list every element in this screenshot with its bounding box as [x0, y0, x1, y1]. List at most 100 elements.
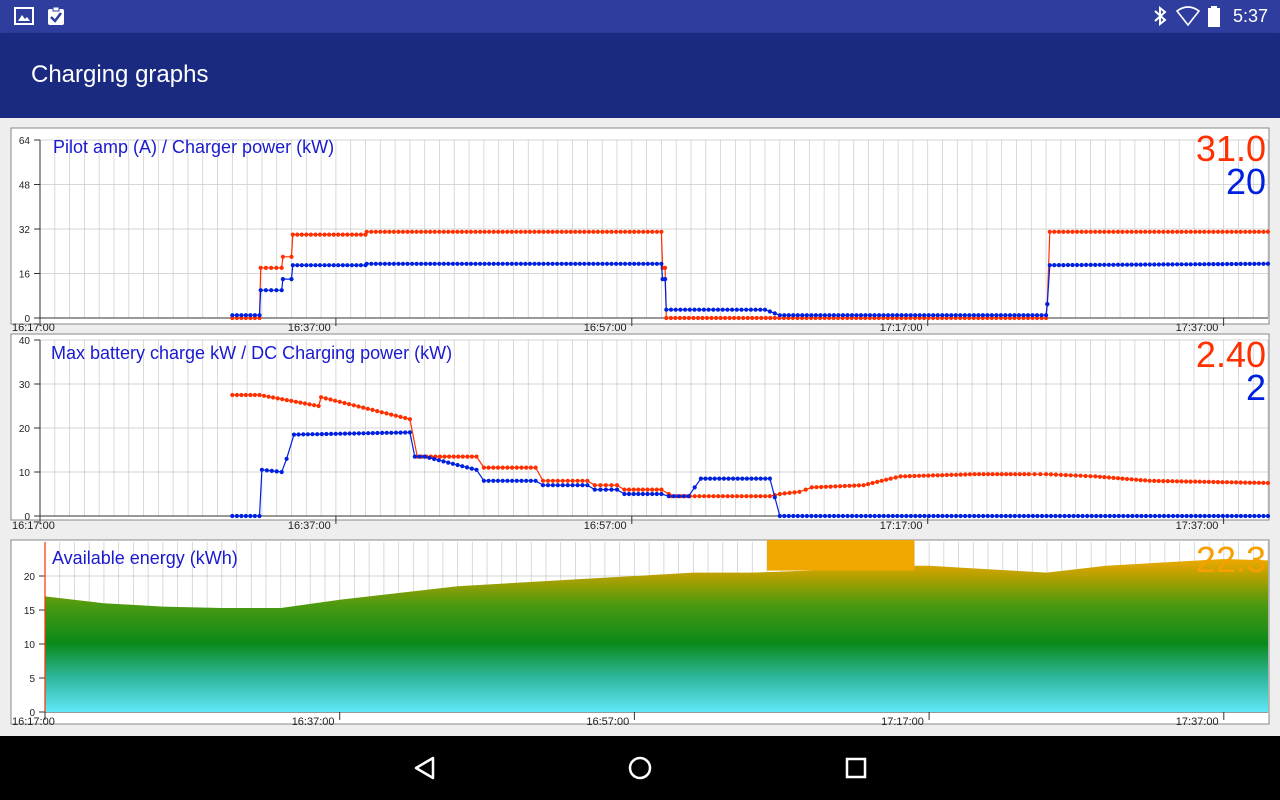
series-point-blue	[514, 261, 519, 266]
series-point-red	[645, 229, 650, 234]
series-point-blue	[845, 513, 850, 519]
series-point-blue	[877, 513, 882, 519]
series-point-red	[921, 473, 926, 478]
series-point-red	[782, 491, 787, 496]
home-button[interactable]	[624, 752, 656, 784]
series-point-blue	[1198, 513, 1203, 519]
series-point-blue	[446, 460, 451, 465]
series-point-red	[1174, 479, 1180, 484]
series-point-blue	[469, 466, 474, 471]
series-point-red	[749, 494, 754, 499]
series-point-blue	[252, 513, 257, 519]
series-point-red	[258, 265, 263, 270]
series-point-blue	[1121, 513, 1126, 519]
series-point-blue	[985, 513, 990, 519]
series-point-blue	[1065, 262, 1071, 268]
series-point-red	[1247, 229, 1252, 234]
series-point-red	[999, 472, 1004, 477]
series-point-red	[257, 392, 262, 398]
series-point-red	[759, 315, 764, 321]
series-point-blue	[1088, 262, 1093, 267]
series-point-red	[631, 487, 636, 492]
series-point-blue	[717, 476, 722, 481]
series-point-blue	[603, 487, 609, 492]
series-point-red	[600, 229, 605, 234]
recents-button[interactable]	[840, 752, 872, 784]
series-point-blue	[592, 487, 597, 492]
series-point-red	[387, 229, 392, 234]
series-point-red	[527, 229, 533, 234]
series-point-blue	[673, 307, 678, 312]
series-point-red	[1134, 229, 1139, 234]
series-point-blue	[1112, 513, 1117, 519]
series-point-red	[271, 395, 276, 400]
series-point-blue	[767, 309, 773, 314]
series-point-red	[261, 393, 267, 398]
series-point-red	[564, 229, 569, 234]
series-point-red	[293, 399, 298, 404]
series-point-red	[787, 490, 792, 495]
series-point-red	[400, 229, 406, 234]
series-point-blue	[577, 261, 582, 266]
series-point-blue	[1234, 261, 1239, 267]
series-point-red	[396, 229, 401, 234]
series-point-red	[1063, 473, 1068, 478]
series-point-blue	[1147, 262, 1152, 267]
series-point-blue	[533, 478, 538, 483]
series-point-blue	[1125, 513, 1130, 519]
series-point-blue	[813, 513, 819, 519]
series-point-blue	[1089, 513, 1094, 519]
series-point-blue	[1047, 263, 1052, 268]
series-point-blue	[650, 261, 655, 266]
series-point-red	[358, 232, 363, 237]
series-point-blue	[791, 313, 796, 318]
series-point-red	[570, 478, 575, 483]
series-point-red	[365, 406, 370, 411]
series-point-blue	[836, 313, 841, 318]
back-button[interactable]	[409, 752, 441, 784]
series-point-red	[342, 400, 347, 406]
series-point-blue	[1052, 263, 1057, 268]
series-point-blue	[373, 261, 378, 266]
series-point-red	[833, 484, 838, 489]
series-point-blue	[1261, 261, 1266, 266]
series-point-blue	[949, 513, 954, 519]
series-point-blue	[976, 313, 981, 318]
series-point-blue	[767, 476, 773, 481]
series-point-red	[1111, 475, 1116, 480]
series-point-red	[1152, 229, 1157, 234]
status-time: 5:37	[1232, 6, 1268, 26]
x-tick-label: 17:17:00	[880, 520, 923, 532]
series-point-red	[460, 454, 465, 459]
series-point-red	[313, 232, 318, 237]
series-point-red	[1252, 229, 1257, 234]
series-point-blue	[1252, 261, 1257, 266]
series-point-red	[1120, 229, 1125, 234]
series-point-red	[940, 473, 945, 478]
series-point-red	[1206, 229, 1211, 234]
series-point-red	[1161, 229, 1166, 234]
series-point-red	[514, 465, 519, 470]
series-point-red	[361, 405, 366, 410]
series-point-red	[496, 229, 501, 234]
series-point-red	[1229, 229, 1234, 234]
app-bar: Charging graphs	[0, 33, 1280, 118]
series-point-red	[777, 491, 782, 497]
series-point-red	[944, 472, 949, 478]
series-point-blue	[908, 313, 913, 318]
series-point-blue	[1080, 513, 1085, 519]
series-point-blue	[230, 513, 235, 519]
series-point-blue	[417, 454, 422, 459]
y-tick-label: 30	[19, 380, 31, 391]
series-point-red	[754, 315, 759, 321]
series-point-red	[1193, 229, 1198, 234]
series-point-blue	[1076, 513, 1081, 519]
series-point-blue	[1102, 262, 1107, 267]
series-point-red	[585, 478, 590, 483]
series-point-red	[550, 478, 556, 483]
series-point-blue	[636, 261, 641, 266]
series-point-red	[239, 392, 244, 398]
series-point-red	[819, 484, 824, 490]
series-point-red	[299, 232, 304, 237]
series-point-blue	[708, 476, 713, 481]
